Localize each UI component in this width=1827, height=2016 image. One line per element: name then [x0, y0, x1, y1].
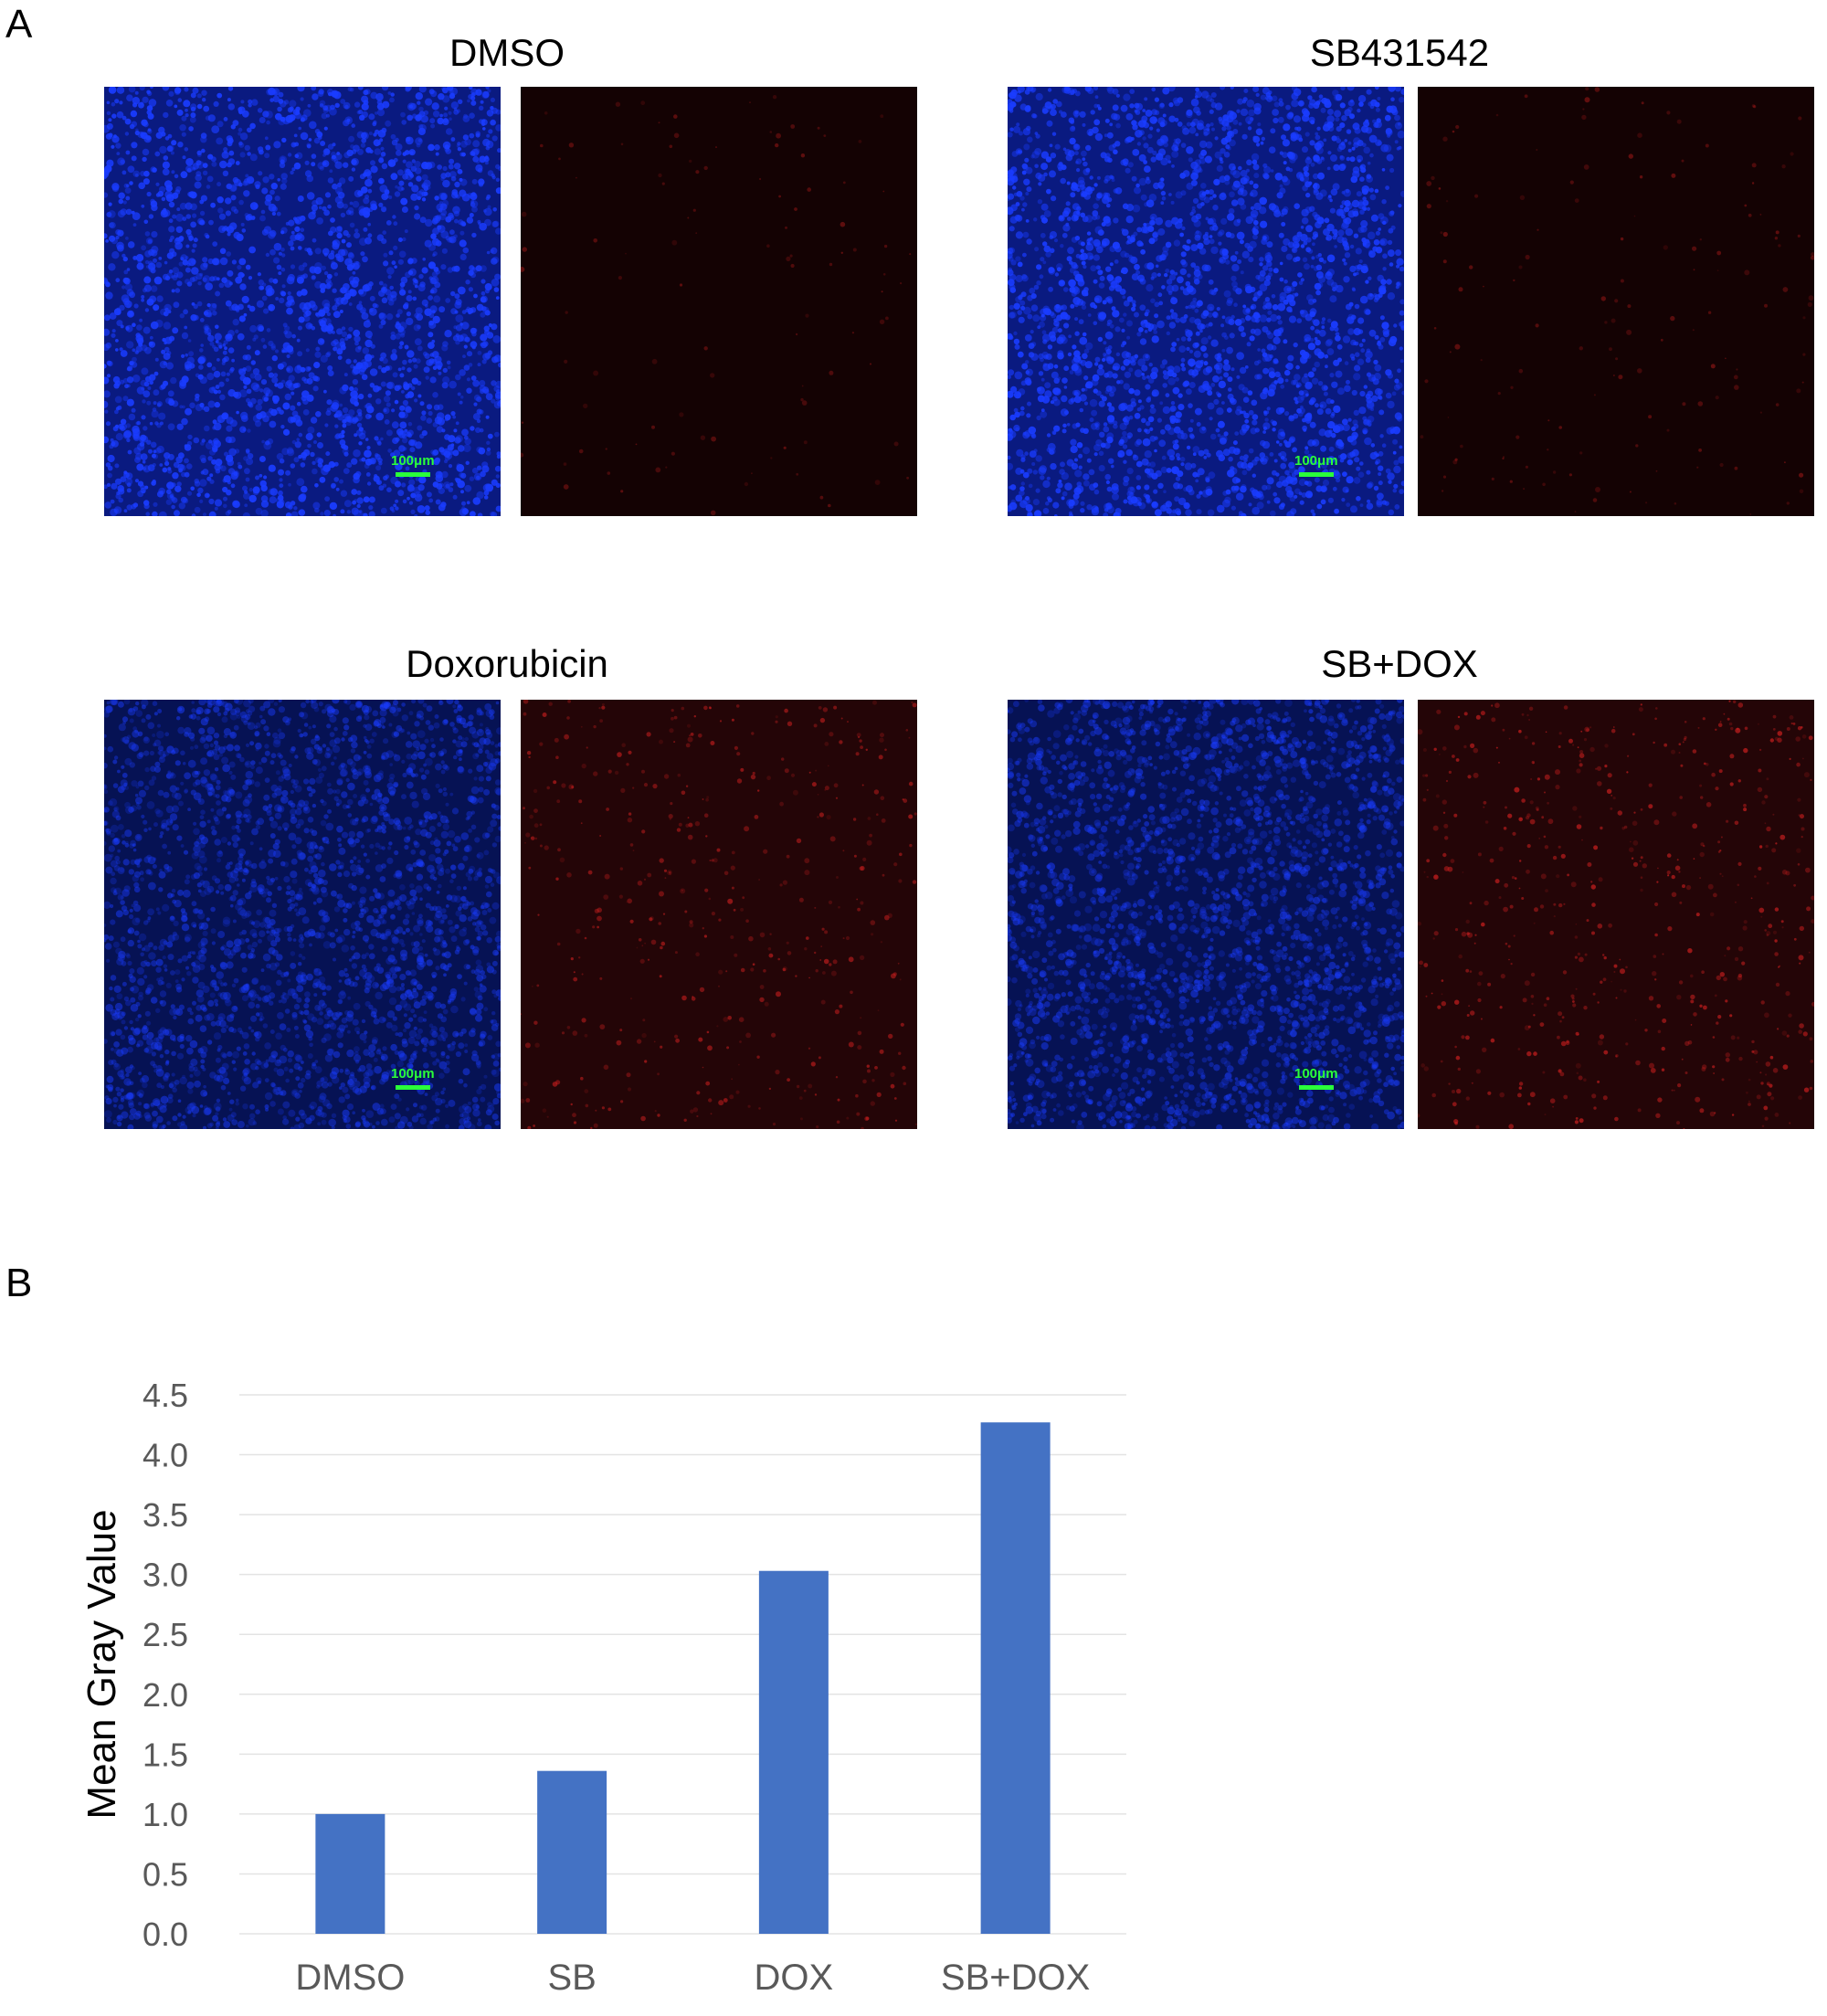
dapi-image-doxorubicin — [104, 700, 501, 1129]
scale-bar-doxorubicin: 100μm — [391, 1066, 435, 1090]
y-tick-label: 2.0 — [143, 1676, 188, 1714]
scale-bar-dmso: 100μm — [391, 453, 435, 477]
bar-chart: 0.0 0.5 1.0 1.5 2.0 2.5 3.0 3.5 4.0 4.5 DMSO SB DOX S… — [79, 1377, 1126, 1998]
y-tick-label: 3.0 — [143, 1557, 188, 1594]
x-tick-label: SB+DOX — [941, 1958, 1090, 1998]
y-tick-label: 0.0 — [143, 1916, 188, 1953]
group-title-dmso: DMSO — [449, 31, 565, 74]
y-tick-label: 1.5 — [143, 1736, 188, 1773]
red-image-doxorubicin — [521, 700, 917, 1129]
red-image-sb-dox — [1418, 700, 1814, 1129]
red-image-sb431542 — [1418, 87, 1814, 516]
panel-a-letter: A — [5, 2, 33, 47]
scale-bar-line — [395, 1085, 430, 1090]
group-title-sb-dox: SB+DOX — [1321, 642, 1478, 685]
dapi-image-sb-dox — [1008, 700, 1404, 1129]
scale-bar-line — [1298, 1085, 1334, 1090]
y-tick-label: 2.5 — [143, 1616, 188, 1653]
x-tick-label: SB — [547, 1958, 596, 1998]
scale-bar-line — [395, 472, 430, 477]
y-tick-label: 1.0 — [143, 1796, 188, 1833]
y-tick-label: 3.5 — [143, 1496, 188, 1534]
dapi-image-sb431542 — [1008, 87, 1404, 516]
group-title-sb431542: SB431542 — [1309, 31, 1490, 74]
scale-bar-line — [1298, 472, 1334, 477]
y-tick-label: 4.0 — [143, 1437, 188, 1474]
scale-bar-sb431542: 100μm — [1294, 453, 1338, 477]
scale-bar-label: 100μm — [391, 1066, 435, 1082]
bar — [758, 1570, 829, 1934]
y-tick-label: 4.5 — [143, 1377, 188, 1414]
bar — [315, 1813, 385, 1934]
y-axis-label: Mean Gray Value — [79, 1509, 124, 1819]
dapi-image-dmso — [104, 87, 501, 516]
panel-b-letter: B — [5, 1261, 33, 1305]
scale-bar-label: 100μm — [1294, 1066, 1338, 1082]
bar — [980, 1422, 1051, 1934]
bar — [537, 1770, 607, 1934]
group-title-doxorubicin: Doxorubicin — [406, 642, 608, 685]
red-image-dmso — [521, 87, 917, 516]
x-tick-label: DMSO — [295, 1958, 405, 1998]
scale-bar-label: 100μm — [391, 453, 435, 469]
x-tick-label: DOX — [755, 1958, 834, 1998]
scale-bar-label: 100μm — [1294, 453, 1338, 469]
y-tick-label: 0.5 — [143, 1855, 188, 1893]
scale-bar-sb-dox: 100μm — [1294, 1066, 1338, 1090]
